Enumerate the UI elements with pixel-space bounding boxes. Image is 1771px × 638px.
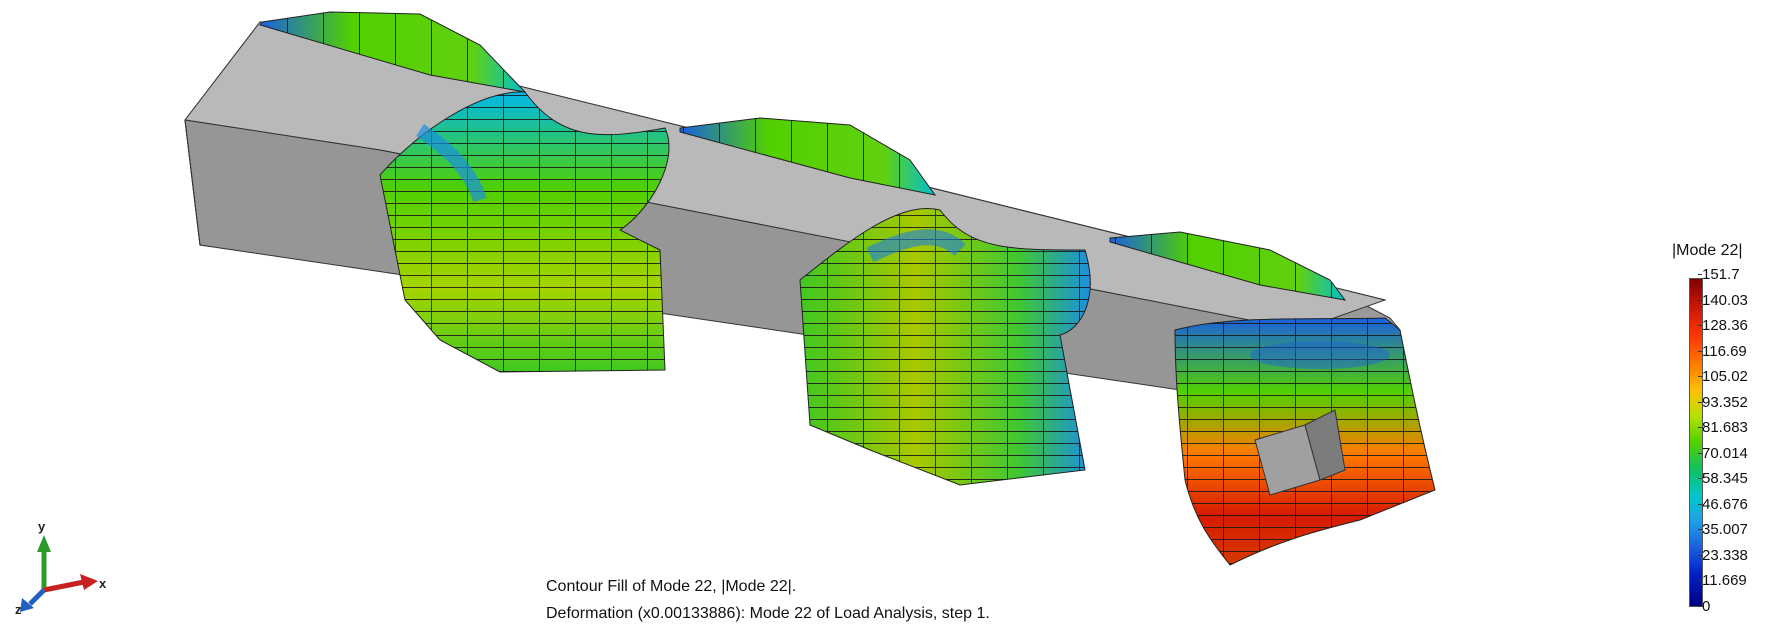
z-axis-arrow-icon bbox=[20, 598, 34, 612]
triad-x-label: x bbox=[99, 576, 107, 591]
caption-line-1: Contour Fill of Mode 22, |Mode 22|. bbox=[546, 578, 797, 595]
legend-tick: 70.014 bbox=[1698, 444, 1748, 462]
caption-line-2: Deformation (x0.00133886): Mode 22 of Lo… bbox=[546, 605, 990, 622]
legend-color-bar bbox=[1689, 278, 1703, 607]
legend-tick: 11.669 bbox=[1698, 572, 1747, 590]
legend-tick: 23.338 bbox=[1698, 546, 1748, 564]
top-contour-patch-2 bbox=[679, 117, 937, 196]
top-contour-patch-1 bbox=[259, 11, 527, 93]
legend-tick: 128.36 bbox=[1698, 317, 1748, 335]
legend-tick-labels: 151.7 140.03 128.36 116.69 105.02 93.352 81.68… bbox=[1697, 266, 1771, 615]
triad-y-label: y bbox=[38, 519, 46, 534]
legend-tick: 0 bbox=[1697, 598, 1711, 615]
legend-tick: 58.345 bbox=[1698, 470, 1748, 488]
triad-z-label: z bbox=[15, 602, 22, 617]
legend-tick: 140.03 bbox=[1698, 291, 1748, 309]
legend-tick: 81.683 bbox=[1698, 419, 1748, 437]
legend-tick: 35.007 bbox=[1698, 521, 1748, 539]
end-cap-contour bbox=[1174, 317, 1436, 566]
axis-triad: y x z bbox=[15, 519, 107, 617]
legend-tick: 116.69 bbox=[1698, 342, 1747, 360]
bulge-contour-1 bbox=[379, 91, 670, 373]
y-axis-arrow-icon bbox=[37, 535, 51, 552]
legend-tick: 151.7 bbox=[1698, 266, 1740, 283]
top-contour-patch-3 bbox=[1109, 231, 1347, 301]
legend-title: |Mode 22| bbox=[1672, 242, 1743, 259]
bulge-contour-2 bbox=[799, 208, 1091, 486]
legend-tick: 105.02 bbox=[1698, 368, 1748, 386]
legend-tick: 46.676 bbox=[1698, 495, 1748, 513]
x-axis-arrow-icon bbox=[80, 574, 98, 590]
legend-tick: 93.352 bbox=[1698, 393, 1748, 411]
